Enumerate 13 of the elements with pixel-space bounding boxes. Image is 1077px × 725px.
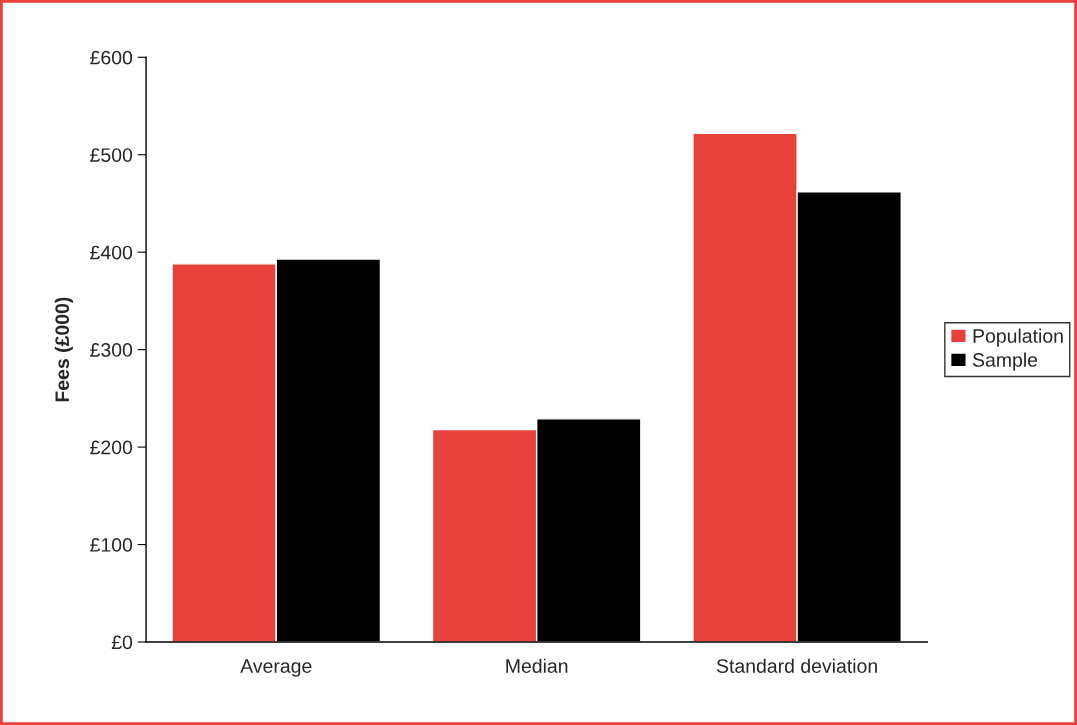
y-tick-label: £100 xyxy=(90,538,133,552)
y-tick-label: £200 xyxy=(90,440,133,455)
x-tick-label: Standard deviation xyxy=(716,658,877,673)
y-tick-label: £400 xyxy=(90,245,133,260)
legend-label: Sample xyxy=(972,352,1038,371)
y-tick-label: £500 xyxy=(90,148,133,162)
x-tick-label: Median xyxy=(506,658,568,673)
y-tick-label: £300 xyxy=(90,343,133,357)
legend-label: Population xyxy=(973,328,1063,347)
y-tick-label: £600 xyxy=(90,50,133,65)
y-axis-title: Fees (£000) xyxy=(54,297,73,402)
x-tick-label: Average xyxy=(240,659,312,677)
y-tick-label: £0 xyxy=(111,635,133,650)
